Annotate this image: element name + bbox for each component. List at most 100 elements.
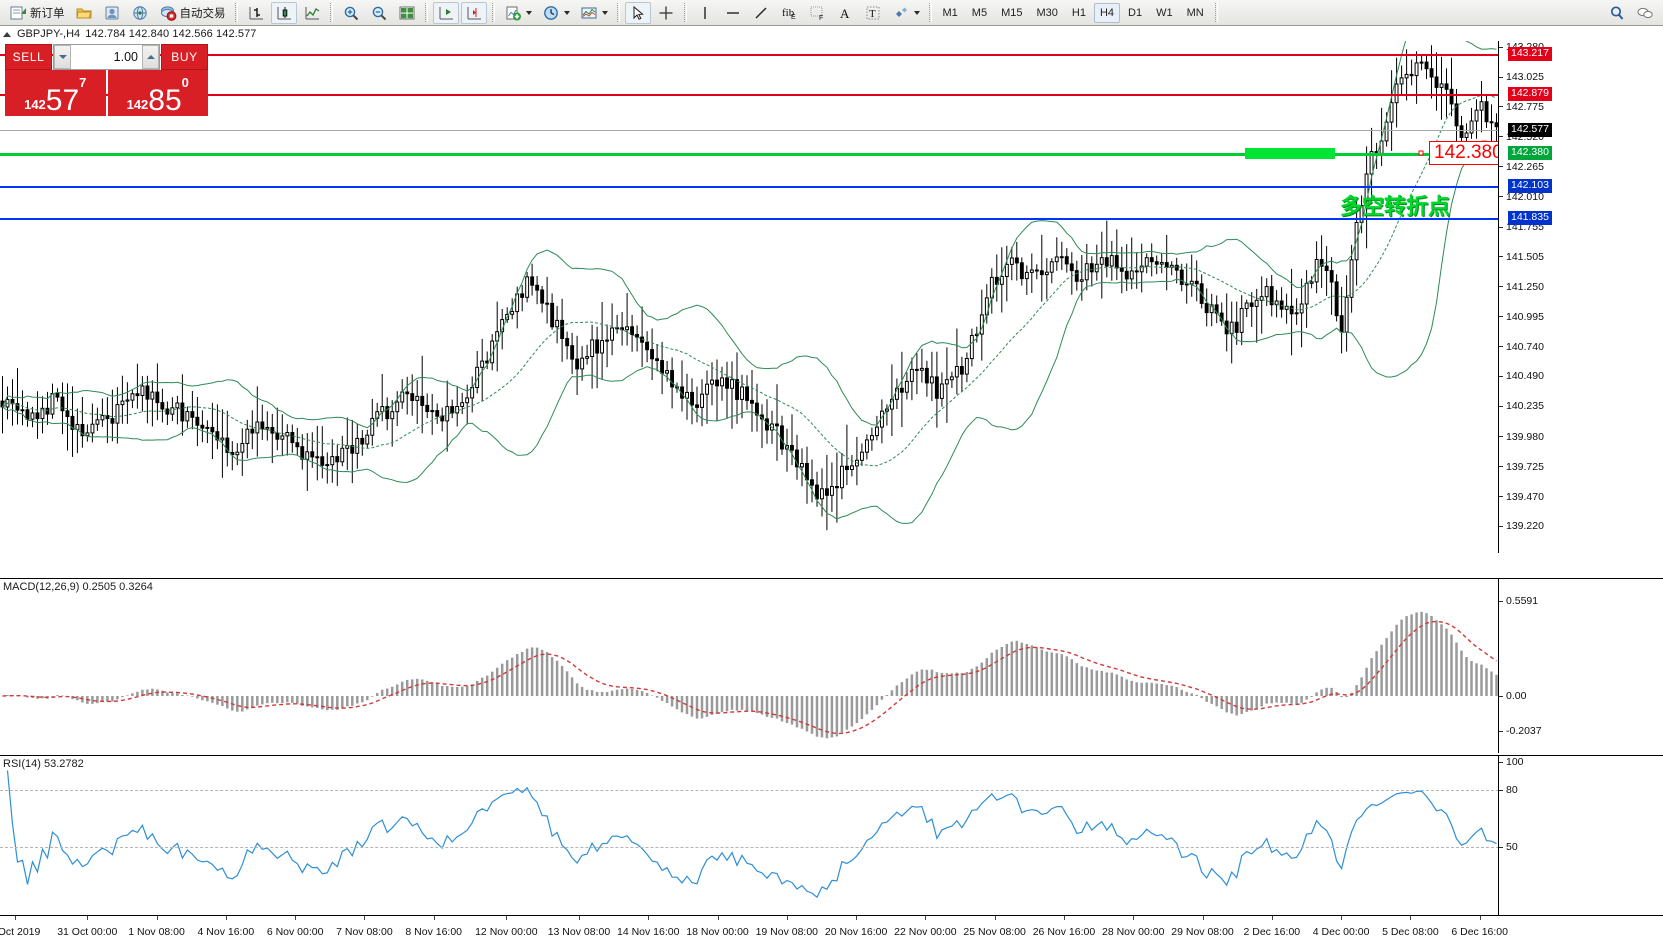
price-tag-green: 142.380 (1508, 146, 1552, 161)
template-button[interactable] (576, 2, 612, 24)
buy-price-integer: 142 (126, 97, 149, 112)
zoom-out-button[interactable] (366, 2, 392, 24)
channel-icon: F (808, 4, 826, 22)
label-tool-button[interactable]: T (860, 2, 886, 24)
annotation-anchor-handle[interactable] (1418, 150, 1424, 156)
sell-button[interactable]: SELL (5, 44, 52, 70)
volume-stepper[interactable]: 1.00 (53, 44, 160, 70)
bar-chart-button[interactable] (243, 2, 269, 24)
level-line-grey[interactable] (0, 129, 1498, 131)
level-line-green[interactable] (0, 153, 1498, 157)
volume-value[interactable]: 1.00 (71, 45, 142, 69)
toolbar-separator (234, 3, 238, 22)
horizontal-line-tool-button[interactable] (720, 2, 746, 24)
macd-pane[interactable]: MACD(12,26,9) 0.2505 0.3264 0.5591 0.00 -0… (0, 578, 1663, 753)
level-line-red[interactable] (0, 94, 1498, 97)
add-indicator-button[interactable] (500, 2, 536, 24)
symbol-ohlc: 142.784 142.840 142.566 142.577 (85, 28, 257, 40)
macd-tick: 0.5591 (1499, 595, 1538, 607)
folder-button[interactable] (71, 2, 97, 24)
timeframe-h4[interactable]: H4 (1093, 2, 1120, 23)
chart-container[interactable]: 142.380 多空转折点 143.280143.025142.775142.52… (0, 41, 1663, 951)
macd-plot[interactable] (0, 579, 1499, 753)
time-tick-label: 18 Nov 00:00 (686, 926, 749, 938)
shift-end-button[interactable] (460, 1, 487, 24)
price-pane[interactable]: 142.380 多空转折点 143.280143.025142.775142.52… (0, 41, 1663, 553)
timeframe-d1[interactable]: D1 (1128, 6, 1143, 19)
rsi-axis[interactable]: 100 80 50 (1499, 756, 1663, 915)
time-tick-label: 9 Oct 2019 (0, 926, 41, 938)
price-annotation-label[interactable]: 142.380 (1429, 141, 1498, 166)
chat-button[interactable] (1632, 2, 1658, 24)
timeframe-m15[interactable]: M15 (1001, 6, 1023, 19)
rsi-pane[interactable]: RSI(14) 53.2782 100 80 50 (0, 755, 1663, 915)
indicator-add-icon (504, 4, 522, 22)
macd-axis[interactable]: 0.5591 0.00 -0.2037 (1499, 579, 1663, 753)
grid-icon (398, 4, 416, 22)
collapse-triangle-icon[interactable] (3, 31, 11, 37)
grid-layout-button[interactable] (394, 2, 420, 24)
volume-increase-button[interactable] (142, 45, 159, 69)
volume-decrease-button[interactable] (54, 45, 71, 69)
profile-icon (103, 4, 121, 22)
buy-price-major: 85 (148, 83, 182, 117)
macd-tick: -0.2037 (1499, 725, 1542, 737)
rsi-plot[interactable] (0, 756, 1499, 915)
price-axis[interactable]: 143.280143.025142.775142.520142.265142.0… (1499, 41, 1663, 553)
cursor-tool-button[interactable] (624, 1, 651, 24)
shift-end-icon (465, 4, 483, 22)
support-zone-block[interactable] (1245, 148, 1335, 160)
timeframe-m30[interactable]: M30 (1036, 6, 1058, 19)
time-tick-label: 29 Nov 08:00 (1171, 926, 1234, 938)
bar-chart-icon (247, 4, 265, 22)
chart-text-annotation[interactable]: 多空转折点 (1340, 193, 1451, 219)
channel-tool-button[interactable]: F (804, 2, 830, 24)
vertical-line-tool-button[interactable] (692, 2, 718, 24)
price-tick: 140.740 (1499, 341, 1544, 353)
svg-text:fib: fib (782, 7, 795, 19)
chevron-down-icon[interactable] (601, 10, 608, 15)
timeframe-m5[interactable]: M5 (971, 6, 988, 19)
globe-button[interactable] (127, 2, 153, 24)
chevron-down-icon[interactable] (913, 10, 920, 15)
time-tick-label: 5 Dec 08:00 (1382, 926, 1439, 938)
new-order-button[interactable]: 新订单 (5, 2, 69, 24)
level-line-blue[interactable] (0, 217, 1498, 220)
chevron-down-icon[interactable] (525, 10, 532, 15)
svg-text:A: A (840, 6, 850, 21)
timeframe-mn[interactable]: MN (1186, 6, 1204, 19)
fibonacci-tool-button[interactable]: fib E (776, 2, 802, 24)
period-button[interactable] (538, 2, 574, 24)
timeframe-w1[interactable]: W1 (1156, 6, 1173, 19)
toolbar-separator (616, 3, 620, 22)
level-line-red[interactable] (0, 54, 1498, 57)
crosshair-tool-button[interactable] (653, 2, 679, 24)
shift-start-button[interactable] (432, 1, 459, 24)
chevron-down-icon[interactable] (563, 10, 570, 15)
text-tool-button[interactable]: A (832, 2, 858, 24)
rsi-level-line (0, 790, 1498, 791)
main-toolbar: 新订单 (0, 0, 1663, 26)
buy-button[interactable]: BUY (161, 44, 208, 70)
time-tick-mark (1410, 916, 1412, 920)
line-chart-button[interactable] (299, 2, 325, 24)
candlestick-chart-button[interactable] (270, 1, 297, 24)
autotrade-button[interactable]: 自动交易 (155, 2, 230, 24)
toolbar-separator (928, 3, 932, 22)
price-tick: 140.490 (1499, 370, 1544, 382)
trendline-tool-button[interactable] (748, 2, 774, 24)
buy-price-display[interactable]: 142 85 0 (107, 70, 208, 117)
search-button[interactable] (1604, 2, 1630, 24)
rsi-label: RSI(14) 53.2782 (3, 758, 84, 770)
svg-text:F: F (819, 15, 823, 22)
chat-icon (1636, 4, 1654, 22)
timeframe-h1[interactable]: H1 (1071, 6, 1086, 19)
zoom-in-button[interactable] (338, 2, 364, 24)
time-axis[interactable]: 9 Oct 2019 31 Oct 00:00 1 Nov 08:00 4 Nov 1… (0, 915, 1663, 951)
profile-button[interactable] (99, 2, 125, 24)
timeframe-m1[interactable]: M1 (942, 6, 958, 19)
objects-tool-button[interactable] (888, 2, 924, 24)
level-line-blue[interactable] (0, 185, 1498, 188)
sell-price-display[interactable]: 142 57 7 (5, 70, 106, 116)
price-plot[interactable]: 142.380 多空转折点 (0, 41, 1499, 553)
